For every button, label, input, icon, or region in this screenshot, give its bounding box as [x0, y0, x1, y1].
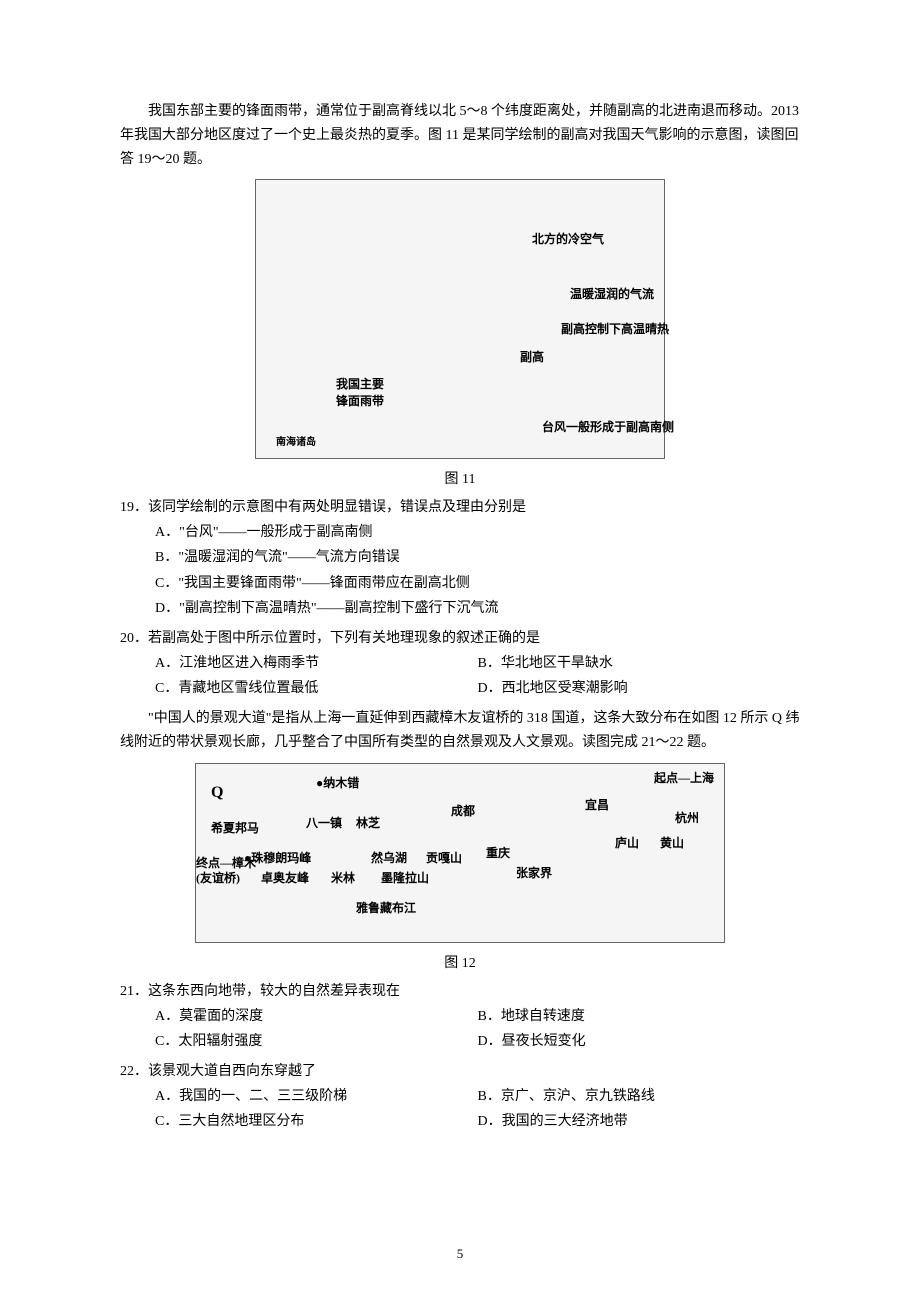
figure-11-caption: 图 11 [120, 468, 800, 488]
map-label-zhangjiajie: 张家界 [516, 864, 552, 881]
page-number: 5 [457, 1246, 464, 1262]
question-22-option-d: D．我国的三大经济地带 [478, 1109, 801, 1134]
question-22-number: 22． [120, 1064, 148, 1079]
map-label-frontal-2: 锋面雨带 [336, 392, 384, 409]
question-22-text: 该景观大道自西向东穿越了 [148, 1064, 316, 1079]
question-20-option-d: D．西北地区受寒潮影响 [478, 676, 801, 701]
figure-12-container: Q 起点—上海 杭州 黄山 庐山 宜昌 成都 重庆 张家界 贡嘎山 然乌湖 米林… [120, 763, 800, 972]
map-label-q: Q [211, 784, 223, 802]
passage-1-text: 我国东部主要的锋面雨带，通常位于副高脊线以北 5～8 个纬度距离处，并随副高的北… [120, 100, 800, 171]
map-label-bayi: 八一镇 [306, 814, 342, 831]
question-20: 20．若副高处于图中所示位置时，下列有关地理现象的叙述正确的是 A．江淮地区进入… [120, 627, 800, 701]
map-label-warm-air: 温暖湿润的气流 [570, 285, 654, 302]
map-label-milin: 米林 [331, 869, 355, 886]
question-21-option-c: C．太阳辐射强度 [155, 1029, 478, 1054]
question-21-stem: 21．这条东西向地带，较大的自然差异表现在 [120, 980, 800, 1004]
question-21-option-d: D．昼夜长短变化 [478, 1029, 801, 1054]
map-label-frontal-1: 我国主要 [336, 375, 384, 392]
question-22: 22．该景观大道自西向东穿越了 A．我国的一、二、三三级阶梯 B．京广、京沪、京… [120, 1060, 800, 1134]
question-19-stem: 19．该同学绘制的示意图中有两处明显错误，错误点及理由分别是 [120, 496, 800, 520]
figure-11-container: 北方的冷空气 温暖湿润的气流 副高控制下高温晴热 副高 我国主要 锋面雨带 台风… [120, 179, 800, 488]
map-label-ranwu: 然乌湖 [371, 849, 407, 866]
map-label-molung: 墨隆拉山 [381, 869, 429, 886]
map-label-huangshan: 黄山 [660, 834, 684, 851]
question-19-option-b: B．"温暖湿润的气流"——气流方向错误 [120, 545, 800, 570]
question-22-option-b: B．京广、京沪、京九铁路线 [478, 1084, 801, 1109]
map-label-hangzhou: 杭州 [675, 809, 699, 826]
question-20-option-b: B．华北地区干旱缺水 [478, 651, 801, 676]
question-20-option-a: A．江淮地区进入梅雨季节 [155, 651, 478, 676]
map-label-high-temp: 副高控制下高温晴热 [561, 320, 669, 337]
question-20-option-c: C．青藏地区雪线位置最低 [155, 676, 478, 701]
question-22-option-c: C．三大自然地理区分布 [155, 1109, 478, 1134]
map-label-chengdu: 成都 [451, 802, 475, 819]
question-21-option-a: A．莫霍面的深度 [155, 1004, 478, 1029]
question-21-option-b: B．地球自转速度 [478, 1004, 801, 1029]
question-19-number: 19． [120, 500, 148, 515]
figure-12-map: Q 起点—上海 杭州 黄山 庐山 宜昌 成都 重庆 张家界 贡嘎山 然乌湖 米林… [195, 763, 725, 943]
map-label-yarlung: 雅鲁藏布江 [356, 899, 416, 916]
map-label-chongqing: 重庆 [486, 844, 510, 861]
map-label-south-sea: 南海诸岛 [276, 433, 316, 448]
question-20-stem: 20．若副高处于图中所示位置时，下列有关地理现象的叙述正确的是 [120, 627, 800, 651]
map-label-linzhi: 林芝 [356, 814, 380, 831]
map-label-typhoon: 台风一般形成于副高南侧 [542, 418, 674, 435]
question-21: 21．这条东西向地带，较大的自然差异表现在 A．莫霍面的深度 B．地球自转速度 … [120, 980, 800, 1054]
question-21-text: 这条东西向地带，较大的自然差异表现在 [148, 984, 400, 999]
map-label-yichang: 宜昌 [585, 796, 609, 813]
question-19-option-a: A．"台风"——一般形成于副高南侧 [120, 520, 800, 545]
map-label-cold-air: 北方的冷空气 [532, 230, 604, 247]
question-19-option-c: C．"我国主要锋面雨带"——锋面雨带应在副高北侧 [120, 571, 800, 596]
map-label-xixia: 希夏邦马 [211, 819, 259, 836]
question-19-option-d: D．"副高控制下高温晴热"——副高控制下盛行下沉气流 [120, 596, 800, 621]
question-22-stem: 22．该景观大道自西向东穿越了 [120, 1060, 800, 1084]
passage-2-text: "中国人的景观大道"是指从上海一直延伸到西藏樟木友谊桥的 318 国道，这条大致… [120, 707, 800, 755]
question-22-option-a: A．我国的一、二、三三级阶梯 [155, 1084, 478, 1109]
question-21-number: 21． [120, 984, 148, 999]
question-20-text: 若副高处于图中所示位置时，下列有关地理现象的叙述正确的是 [148, 631, 540, 646]
question-19-text: 该同学绘制的示意图中有两处明显错误，错误点及理由分别是 [148, 500, 526, 515]
map-label-lushan: 庐山 [615, 834, 639, 851]
map-label-zhuoan: 卓奥友峰 [261, 869, 309, 886]
map-label-namco: ●纳木错 [316, 774, 359, 791]
question-19: 19．该同学绘制的示意图中有两处明显错误，错误点及理由分别是 A．"台风"——一… [120, 496, 800, 621]
map-label-gongga: 贡嘎山 [426, 849, 462, 866]
map-label-start: 起点—上海 [654, 769, 714, 786]
map-label-end2: (友谊桥) [196, 869, 240, 886]
map-label-subtropical-high: 副高 [520, 348, 544, 365]
question-20-number: 20． [120, 631, 148, 646]
figure-11-map: 北方的冷空气 温暖湿润的气流 副高控制下高温晴热 副高 我国主要 锋面雨带 台风… [255, 179, 665, 459]
figure-12-caption: 图 12 [120, 952, 800, 972]
